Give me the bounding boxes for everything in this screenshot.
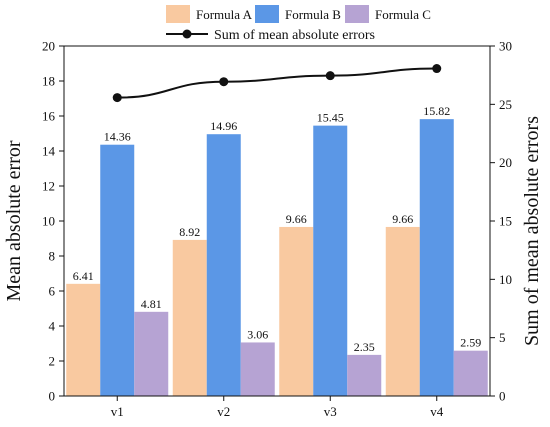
- legend-label-sum-of-mean-absolute-errors: Sum of mean absolute errors: [214, 28, 375, 43]
- legend-line-marker: [182, 29, 192, 39]
- x-tick-label-v4: v4: [430, 404, 444, 419]
- bars: [66, 119, 488, 397]
- left-axis-title: Mean absolute error: [3, 140, 25, 301]
- legend-label-formula-a: Formula A: [196, 7, 253, 22]
- bar-formula-b-v2: [206, 134, 241, 396]
- right-tick-label: 0: [499, 389, 506, 404]
- right-tick-label: 30: [499, 39, 512, 54]
- right-axis-title: Sum of mean absolute errors: [521, 116, 543, 346]
- data-label-formula-c-v2: 3.06: [247, 327, 268, 341]
- left-tick-label: 10: [42, 214, 55, 229]
- left-tick-label: 16: [42, 109, 56, 124]
- left-tick-label: 20: [42, 39, 55, 54]
- right-tick-label: 20: [499, 155, 512, 170]
- data-label-formula-a-v4: 9.66: [392, 212, 413, 226]
- data-label-formula-c-v1: 4.81: [141, 297, 162, 311]
- data-label-formula-b-v1: 14.36: [104, 130, 131, 144]
- bar-formula-a-v2: [172, 239, 207, 396]
- data-label-formula-a-v2: 8.92: [179, 225, 200, 239]
- legend-swatch-formula-c: [345, 5, 369, 23]
- bar-formula-c-v3: [347, 354, 382, 396]
- bar-formula-c-v4: [453, 350, 488, 396]
- bar-formula-b-v1: [100, 144, 135, 396]
- right-tick-label: 5: [499, 330, 506, 345]
- sum-line-point-v4: [432, 64, 442, 74]
- left-tick-label: 14: [42, 144, 56, 159]
- sum-line-point-v2: [219, 77, 229, 87]
- right-tick-label: 15: [499, 214, 512, 229]
- left-tick-label: 2: [49, 354, 56, 369]
- bar-formula-b-v3: [313, 125, 348, 396]
- data-label-formula-b-v4: 15.82: [423, 104, 450, 118]
- left-tick-label: 18: [42, 74, 55, 89]
- legend-swatch-formula-a: [166, 5, 190, 23]
- data-labels: 6.41 8.92 9.66 9.66 14.36 14.96 15.45 15.82 4.81…: [73, 104, 482, 354]
- legend-label-formula-b: Formula B: [285, 7, 341, 22]
- sum-line-point-v1: [112, 93, 122, 103]
- x-tick-label-v3: v3: [324, 404, 337, 419]
- sum-line-path: [117, 67, 437, 99]
- data-label-formula-a-v1: 6.41: [73, 269, 94, 283]
- data-label-formula-c-v3: 2.35: [354, 340, 375, 354]
- data-label-formula-a-v3: 9.66: [286, 212, 307, 226]
- bar-formula-a-v3: [279, 226, 314, 396]
- sum-line-point-v3: [325, 71, 335, 81]
- x-tick-label-v2: v2: [217, 404, 230, 419]
- left-tick-label: 0: [49, 389, 56, 404]
- right-tick-label: 10: [499, 272, 512, 287]
- left-tick-label: 4: [49, 319, 56, 334]
- bar-formula-c-v2: [240, 342, 275, 396]
- data-label-formula-b-v3: 15.45: [317, 111, 344, 125]
- bar-formula-a-v4: [385, 226, 420, 396]
- data-label-formula-c-v4: 2.59: [460, 336, 481, 350]
- sum-line: [112, 64, 442, 103]
- data-label-formula-b-v2: 14.96: [210, 119, 237, 133]
- right-tick-label: 25: [499, 97, 512, 112]
- left-tick-label: 12: [42, 179, 55, 194]
- legend-label-formula-c: Formula C: [375, 7, 431, 22]
- axes: 0 2 4 6 8 10 12 14 16 18 20 0 5 10 15 20 25 30 v1 v2 v3 v4 Mea…: [3, 39, 543, 420]
- bar-formula-b-v4: [419, 119, 454, 397]
- bar-formula-a-v1: [66, 283, 101, 396]
- left-tick-label: 6: [49, 284, 56, 299]
- bar-formula-c-v1: [134, 311, 169, 396]
- legend-swatch-formula-b: [255, 5, 279, 23]
- x-tick-label-v1: v1: [111, 404, 124, 419]
- left-tick-label: 8: [49, 249, 56, 264]
